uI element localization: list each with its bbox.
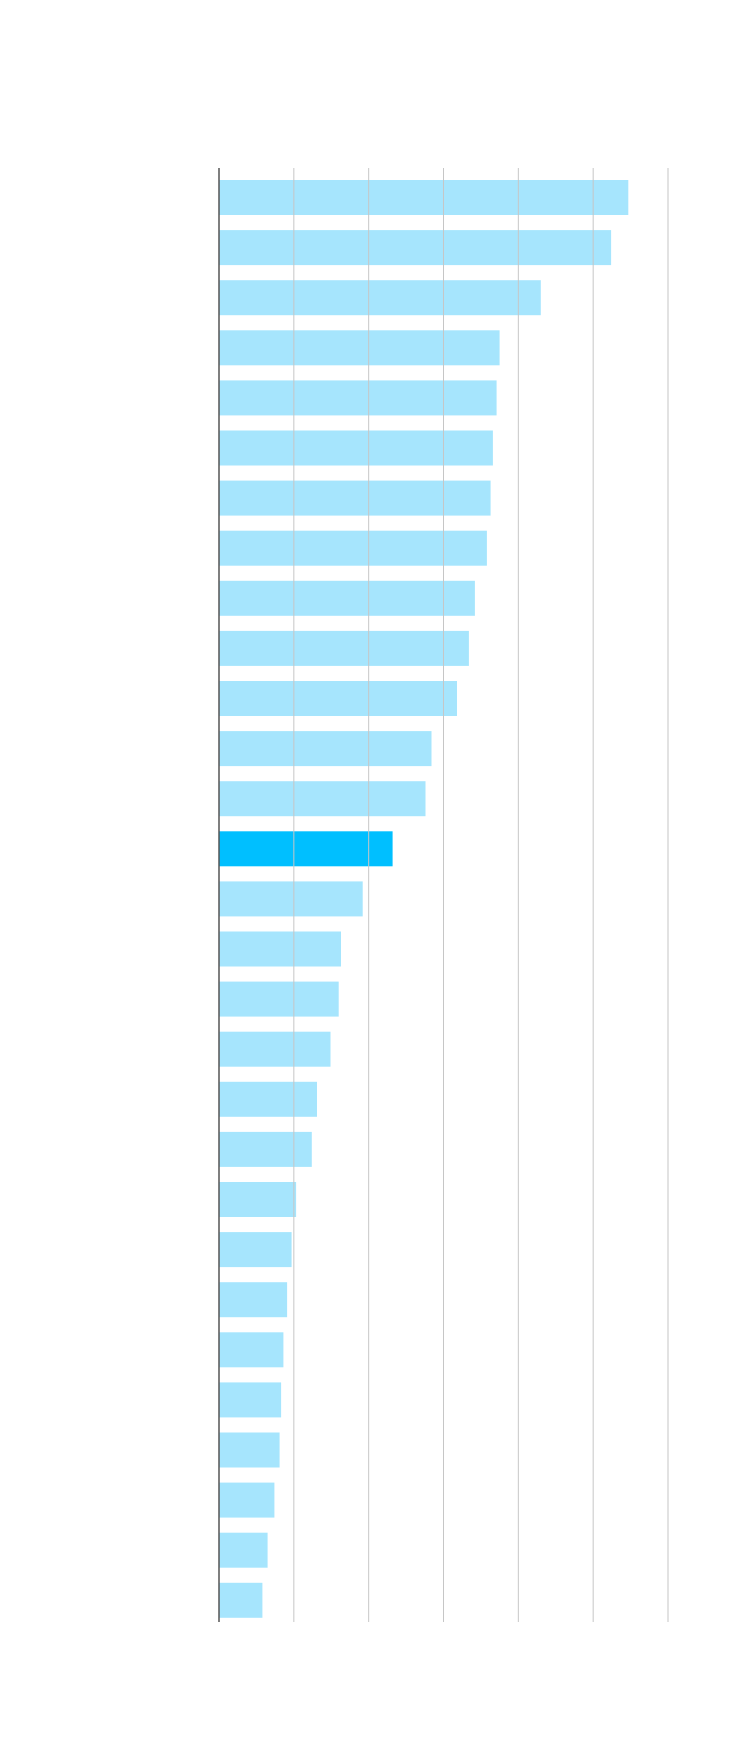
bar <box>219 981 339 1017</box>
bar <box>219 430 493 466</box>
bar <box>219 781 426 817</box>
bar <box>219 1081 317 1117</box>
bar <box>219 330 500 366</box>
bar <box>219 1332 284 1368</box>
bar <box>219 681 457 716</box>
bar <box>219 1282 288 1318</box>
bar <box>219 530 487 566</box>
bar <box>219 1582 263 1618</box>
bar <box>219 280 541 316</box>
bar-highlighted <box>219 831 393 867</box>
bar <box>219 1482 275 1518</box>
bar <box>219 731 432 767</box>
bar <box>219 1031 331 1067</box>
bar <box>219 180 629 215</box>
bar <box>219 881 363 917</box>
bar <box>219 931 341 967</box>
gridlines-layer <box>293 168 669 1622</box>
bar <box>219 230 612 266</box>
bar <box>219 1382 282 1418</box>
bar <box>219 480 491 516</box>
bar <box>219 1131 312 1167</box>
bar <box>219 1432 280 1468</box>
bars-layer <box>219 180 629 1618</box>
bar <box>219 1232 292 1268</box>
bar <box>219 1182 297 1217</box>
bar <box>219 580 475 616</box>
bar <box>219 380 497 416</box>
bar <box>219 630 469 666</box>
bar <box>219 1532 268 1568</box>
